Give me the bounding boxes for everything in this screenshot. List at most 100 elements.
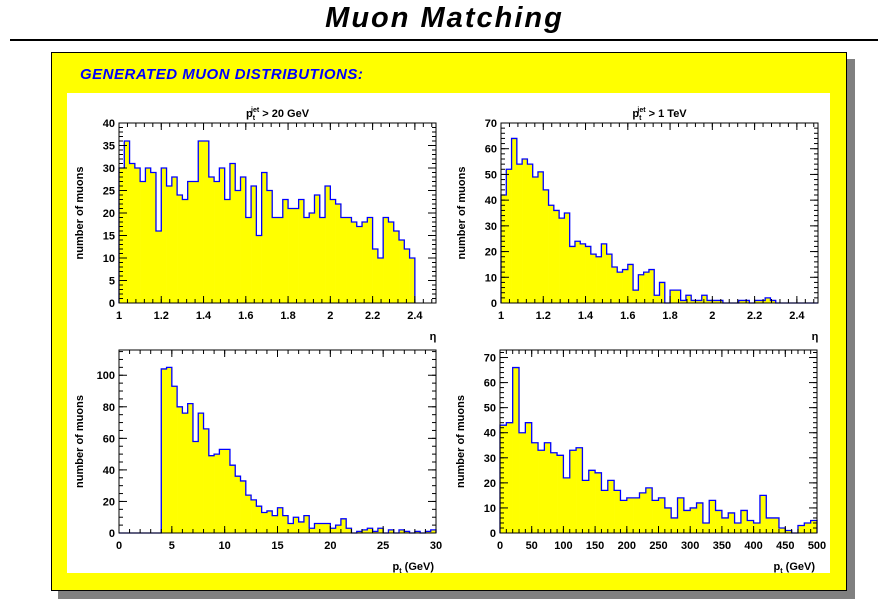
y-tick-label: 35 — [103, 141, 115, 153]
histogram-bar — [219, 168, 225, 303]
histogram-bar — [759, 495, 767, 533]
histogram-outline — [500, 137, 818, 304]
histogram-bar — [303, 515, 310, 533]
histogram-bar — [740, 510, 748, 533]
histogram-bar — [691, 300, 697, 303]
histogram-bar — [256, 235, 262, 303]
histogram-bar — [399, 240, 405, 303]
histogram-bar — [372, 249, 379, 303]
y-tick-label: 10 — [484, 503, 496, 515]
histogram-bar — [744, 300, 750, 303]
histogram-panel-2: 1 1.2 1.4 1.6 1.8 2 2.2 2.4 0 10 20 30 40 50 60 70 numbe… — [456, 107, 819, 343]
histogram-bar — [235, 190, 241, 303]
histogram-bar — [721, 517, 729, 533]
histogram-bar — [770, 300, 777, 303]
histogram-bar — [659, 282, 666, 303]
y-tick-label: 40 — [485, 195, 497, 207]
x-tick-label: 1.2 — [536, 310, 551, 322]
histogram-bar — [309, 213, 315, 303]
histogram-bar — [633, 497, 640, 533]
x-tick-label: 2 — [327, 310, 333, 322]
histogram-panel-4: 0 50 100 150 200 250 300 350 400 450 500 0 10 20 30 40 5… — [455, 349, 826, 575]
histogram-bar — [182, 413, 188, 533]
x-tick-label: 1.6 — [238, 310, 253, 322]
histogram-bar — [377, 528, 384, 533]
histogram-bar — [601, 490, 609, 533]
histogram-bar — [747, 520, 754, 533]
histogram-bar — [325, 186, 331, 303]
histogram-bar — [701, 295, 708, 303]
y-tick-label: 40 — [103, 118, 115, 130]
x-tick-label: 0 — [116, 540, 122, 552]
histogram-bar — [330, 528, 336, 533]
histogram-bar — [582, 480, 590, 533]
histogram-bar — [404, 531, 410, 533]
histogram-bar — [192, 181, 199, 303]
histogram-bar — [638, 274, 644, 303]
histogram-bar — [544, 442, 552, 533]
histogram-bar — [367, 217, 373, 303]
histogram-bar — [219, 449, 225, 533]
histogram-bar — [150, 172, 157, 303]
histogram-bar — [715, 510, 723, 533]
section-heading: GENERATED MUON DISTRIBUTIONS: — [80, 66, 364, 83]
y-tick-label: 30 — [103, 163, 115, 175]
histogram-bar — [574, 241, 581, 303]
histogram-bar — [166, 367, 173, 533]
histogram-bar — [683, 510, 691, 533]
histogram-bar — [393, 231, 400, 303]
histogram-panel-3: 0 5 10 15 20 25 30 0 20 40 60 80 100 number of muons p… — [74, 349, 442, 575]
histogram-bar — [171, 177, 178, 303]
y-tick-label: 100 — [97, 370, 115, 382]
histogram-bar — [351, 222, 358, 303]
histogram-bar — [261, 172, 268, 303]
histogram-bar — [161, 168, 167, 303]
histogram-bar — [425, 531, 432, 533]
x-tick-label: 5 — [169, 540, 175, 552]
histogram-bar — [203, 141, 210, 303]
histogram-bar — [519, 432, 526, 533]
label-part: p — [774, 561, 781, 573]
y-tick-label: 20 — [103, 208, 115, 220]
histogram-bar — [550, 452, 558, 533]
x-tick-label: 300 — [681, 540, 699, 552]
x-tick-label: 1.4 — [196, 310, 212, 322]
histogram-bar — [585, 246, 592, 303]
y-tick-label: 70 — [485, 118, 497, 130]
histogram-outline — [118, 140, 416, 303]
x-tick-label: 1.6 — [620, 310, 635, 322]
x-tick-label: 1.8 — [280, 310, 295, 322]
histogram-bar — [309, 528, 315, 533]
histogram-bar — [501, 195, 507, 303]
histogram-bar — [224, 449, 231, 533]
histogram-bar — [500, 425, 507, 533]
y-tick-label: 50 — [485, 169, 497, 181]
histogram-bar — [766, 517, 773, 533]
histogram-bar — [804, 522, 811, 533]
histogram-bar — [330, 199, 336, 303]
histogram-bar — [564, 213, 570, 303]
histogram-bar — [611, 267, 618, 303]
histogram-bar — [772, 517, 780, 533]
histogram-bar — [288, 523, 294, 533]
label-part: p — [393, 561, 400, 573]
histogram-bar — [607, 480, 615, 533]
histogram-bar — [595, 472, 602, 533]
histogram-bar — [707, 300, 713, 303]
x-axis-label: η — [812, 331, 819, 343]
histogram-bar — [235, 476, 241, 533]
histogram-bar — [702, 522, 710, 533]
histogram-bar — [214, 181, 220, 303]
x-tick-label: 100 — [554, 540, 572, 552]
x-tick-label: 15 — [271, 540, 283, 552]
histogram-bar — [198, 141, 204, 303]
histogram-bar — [671, 517, 678, 533]
histogram-bar — [664, 507, 672, 533]
histogram-bar — [388, 222, 395, 303]
histogram-outline — [499, 366, 818, 534]
histogram-bar — [161, 368, 167, 533]
histogram-bar — [753, 522, 761, 533]
histogram-bar — [643, 272, 650, 303]
histogram-outline — [119, 366, 437, 534]
